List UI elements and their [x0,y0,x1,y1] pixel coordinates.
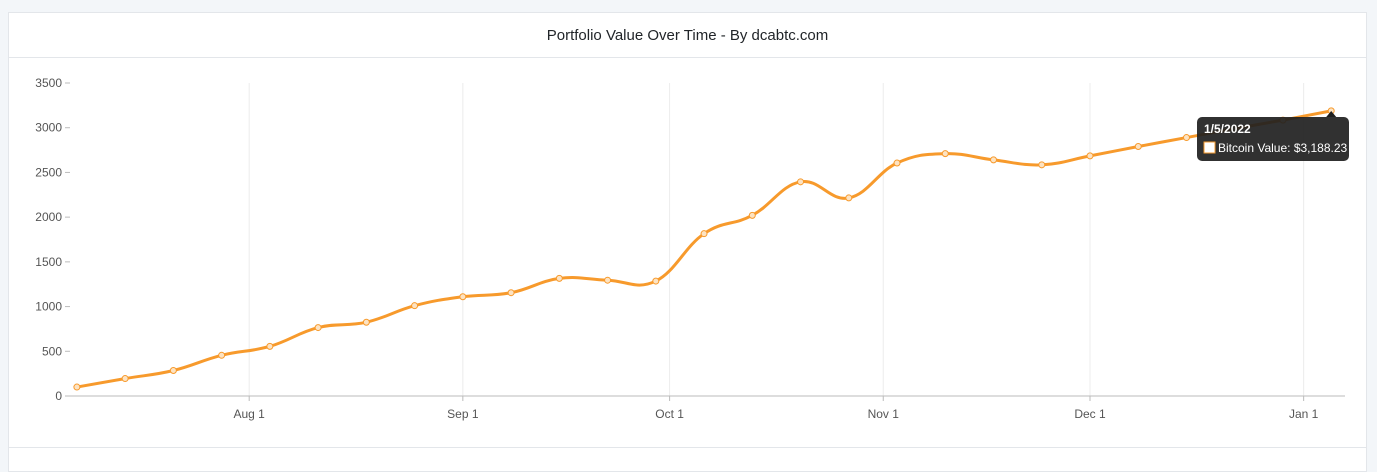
portfolio-line-chart[interactable]: Aug 1 Sep 1 Oct 1 Nov 1 Dec 1 Jan 1 0 500 1000 15… [0,0,1377,455]
tooltip-title: 1/5/2022 [1204,122,1251,136]
y-tick-label: 2000 [35,210,62,224]
x-tick-label: Jan 1 [1289,407,1319,421]
tooltip-box [1197,117,1349,161]
data-point[interactable] [73,383,81,391]
x-tick-label: Dec 1 [1074,407,1106,421]
tooltip-caret [1326,111,1337,117]
series-line-bitcoin-value [76,109,1332,389]
data-point[interactable] [845,194,853,202]
data-point[interactable] [700,230,708,238]
data-point[interactable] [797,178,805,186]
data-point[interactable] [362,318,370,326]
data-point[interactable] [121,375,129,383]
y-tick-label: 3500 [35,76,62,90]
data-point[interactable] [748,211,756,219]
x-tick-label: Aug 1 [234,407,266,421]
x-tick-label: Sep 1 [447,407,479,421]
card-footer-divider [9,447,1366,448]
data-point[interactable] [218,351,226,359]
y-tick-label: 3000 [35,121,62,135]
data-point[interactable] [169,367,177,375]
data-point[interactable] [459,293,467,301]
data-point[interactable] [507,289,515,297]
tooltip-value: Bitcoin Value: $3,188.23 [1218,141,1348,155]
y-tick-label: 0 [55,389,62,403]
data-point[interactable] [1038,161,1046,169]
y-tick-label: 500 [42,344,62,358]
data-point[interactable] [555,274,563,282]
tooltip-swatch [1203,141,1216,154]
y-tick-label: 1000 [35,300,62,314]
data-point[interactable] [893,159,901,167]
y-tick-label: 2500 [35,165,62,179]
data-point[interactable] [941,150,949,158]
x-tick-label: Oct 1 [655,407,684,421]
data-point[interactable] [604,276,612,284]
data-point[interactable] [411,302,419,310]
chart-card: Portfolio Value Over Time - By dcabtc.co… [8,12,1367,472]
y-tick-label: 1500 [35,255,62,269]
data-point[interactable] [1086,152,1094,160]
data-point[interactable] [1134,142,1142,150]
data-point[interactable] [652,277,660,285]
data-point[interactable] [1182,134,1190,142]
data-point[interactable] [314,324,322,332]
data-point[interactable] [990,156,998,164]
data-point[interactable] [266,342,274,350]
chart-title: Portfolio Value Over Time - By dcabtc.co… [9,13,1366,58]
x-tick-label: Nov 1 [868,407,900,421]
